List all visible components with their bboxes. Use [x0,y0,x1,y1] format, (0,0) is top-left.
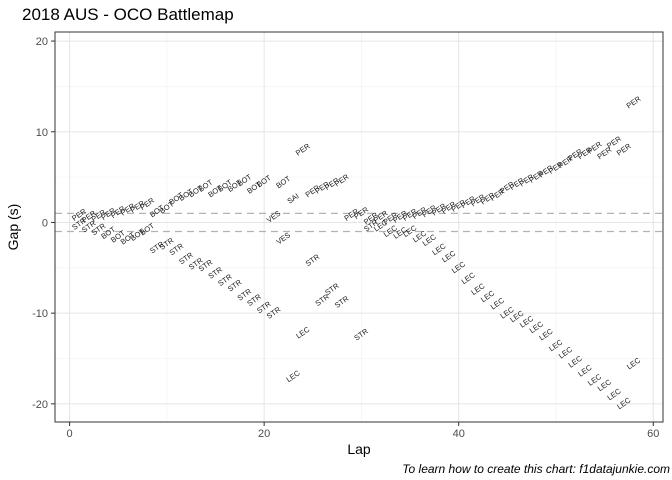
x-tick-label: 40 [453,428,465,440]
y-tick-label: 10 [36,127,48,139]
driver-mark: STR [323,281,341,297]
panel-border [54,31,664,423]
y-axis-title: Gap (s) [5,204,21,251]
x-tick-label: 0 [67,428,73,440]
y-tick-label: 20 [36,36,48,48]
chart-caption: To learn how to create this chart: f1dat… [402,462,670,476]
driver-mark: LEC [460,270,478,286]
driver-mark: VES [275,230,292,246]
driver-mark: SAI [286,191,301,205]
driver-mark: BOT [274,174,292,190]
axis-layer: 0 20 40 60 -20 -10 0 10 20 [32,36,659,440]
y-tick-label: 0 [42,217,48,229]
marks-layer: PERSTRPERSTRPERSTRPERBOTPERBOTPERBOTPERB… [70,94,643,411]
driver-mark: BOT [138,221,156,237]
reference-lines [55,212,663,233]
chart-title: 2018 AUS - OCO Battlemap [22,5,234,24]
y-tick-label: -10 [32,308,48,320]
driver-mark: PER [625,94,643,111]
x-tick-label: 60 [647,428,659,440]
driver-mark: LEC [625,355,643,371]
driver-mark: LEC [284,368,302,384]
driver-mark: PER [294,141,312,158]
x-axis-title: Lap [347,441,371,457]
driver-mark: STR [304,252,322,268]
driver-mark: LEC [294,324,312,340]
driver-mark: LEC [615,395,633,411]
grid-layer [55,32,663,422]
driver-mark: PER [333,172,351,189]
driver-mark: STR [333,294,351,310]
y-tick-label: -20 [32,399,48,411]
x-tick-label: 20 [258,428,270,440]
